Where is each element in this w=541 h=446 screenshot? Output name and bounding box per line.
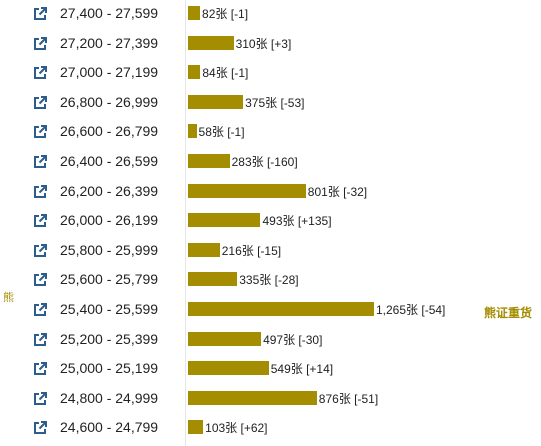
external-link-icon[interactable] [33, 155, 47, 169]
bar-value-label: 283张 [-160] [231, 155, 298, 169]
bar [188, 331, 262, 346]
chart-row: 26,800 - 26,999 375张 [-53] [0, 89, 541, 119]
bar [188, 183, 306, 198]
range-label: 24,600 - 24,799 [60, 419, 159, 436]
bar [188, 302, 374, 316]
external-link-icon[interactable] [33, 362, 47, 376]
chart-row: 27,200 - 27,399 310张 [+3] [0, 30, 541, 60]
chart-row: 24,800 - 24,999 876张 [-51] [0, 385, 541, 415]
bar [188, 6, 201, 20]
bar [188, 65, 201, 80]
range-label: 26,600 - 26,799 [60, 123, 159, 140]
side-label-right: 熊证重货 [484, 306, 533, 320]
external-link-icon[interactable] [33, 184, 47, 199]
range-label: 25,000 - 25,199 [60, 360, 159, 377]
axis-line [185, 0, 186, 446]
range-label: 25,800 - 25,999 [60, 241, 159, 258]
chart-row: 25,600 - 25,799 335张 [-28] [0, 266, 541, 296]
range-label: 27,000 - 27,199 [60, 64, 159, 81]
range-label: 27,400 - 27,599 [60, 5, 159, 21]
external-link-icon[interactable] [33, 95, 47, 110]
bar [188, 213, 261, 228]
chart-row: 26,000 - 26,199 493张 [+135] [0, 207, 541, 237]
bar-value-label: 310张 [+3] [235, 36, 292, 51]
external-link-icon[interactable] [33, 332, 47, 347]
chart-row: 27,000 - 27,199 84张 [-1] [0, 59, 541, 89]
chart-row: 25,400 - 25,599 1,265张 [-54] [0, 296, 541, 326]
range-label: 25,200 - 25,399 [60, 330, 159, 347]
range-label: 24,800 - 24,999 [60, 389, 159, 406]
bar [188, 35, 234, 50]
bar-value-label: 375张 [-53] [245, 95, 305, 110]
bar [188, 420, 204, 435]
external-link-icon[interactable] [33, 7, 47, 21]
bar [188, 272, 238, 287]
chart-row: 26,600 - 26,799 58张 [-1] [0, 118, 541, 148]
range-label: 26,000 - 26,199 [60, 212, 159, 229]
bar-value-label: 497张 [-30] [263, 332, 323, 347]
bar [188, 390, 317, 405]
bar-value-label: 801张 [-32] [307, 184, 368, 199]
external-link-icon[interactable] [33, 421, 47, 435]
bar-value-label: 103张 [+62] [205, 421, 268, 436]
range-label: 26,800 - 26,999 [60, 93, 159, 110]
side-label-left: 熊 [3, 292, 14, 304]
bar [188, 242, 220, 257]
range-label: 27,200 - 27,399 [60, 34, 159, 51]
chart-row: 25,000 - 25,199 549张 [+14] [0, 355, 541, 385]
chart-row: 25,200 - 25,399 497张 [-30] [0, 326, 541, 356]
external-link-icon[interactable] [33, 66, 47, 80]
bar [188, 94, 244, 109]
bar [188, 124, 197, 139]
bar-value-label: 58张 [-1] [198, 125, 245, 140]
external-link-icon[interactable] [33, 273, 47, 287]
bar-value-label: 335张 [-28] [239, 273, 299, 288]
external-link-icon[interactable] [33, 214, 47, 228]
bar-value-label: 549张 [+14] [270, 362, 334, 377]
bar-value-label: 1,265张 [-54] [376, 303, 446, 317]
external-link-icon[interactable] [33, 243, 47, 258]
chart-row: 27,400 - 27,599 82张 [-1] [0, 0, 541, 30]
bar-value-label: 216张 [-15] [221, 243, 282, 258]
bar-value-label: 876张 [-51] [318, 391, 379, 406]
external-link-icon[interactable] [33, 303, 47, 317]
bar [188, 361, 269, 376]
chart-row: 25,800 - 25,999 216张 [-15] [0, 237, 541, 267]
external-link-icon[interactable] [33, 125, 47, 139]
chart-row: 26,200 - 26,399 801张 [-32] [0, 178, 541, 208]
range-label: 26,200 - 26,399 [60, 182, 159, 199]
range-label: 25,600 - 25,799 [60, 271, 159, 288]
chart-row: 26,400 - 26,599 283张 [-160] [0, 148, 541, 178]
range-label: 25,400 - 25,599 [60, 301, 159, 317]
bar-value-label: 82张 [-1] [202, 7, 249, 21]
bar [188, 154, 230, 168]
bar-value-label: 493张 [+135] [262, 214, 332, 229]
bar-value-label: 84张 [-1] [202, 66, 249, 81]
chart-row: 24,600 - 24,799 103张 [+62] [0, 414, 541, 444]
external-link-icon[interactable] [33, 36, 47, 51]
range-label: 26,400 - 26,599 [60, 153, 159, 169]
external-link-icon[interactable] [33, 391, 47, 406]
